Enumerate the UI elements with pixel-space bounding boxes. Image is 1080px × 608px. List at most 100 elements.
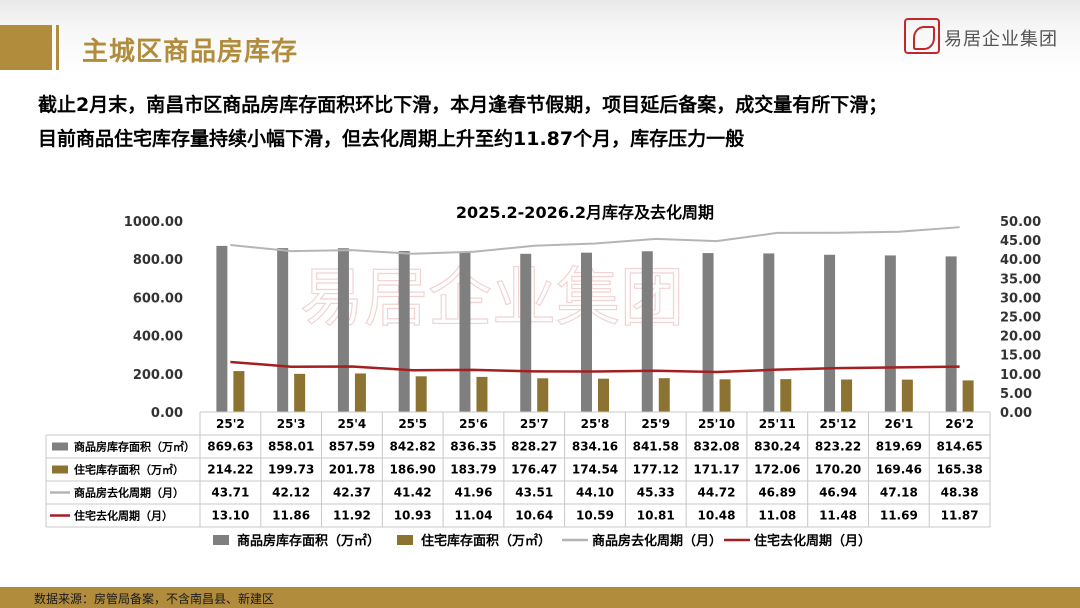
data-label: 183.79 [450, 463, 496, 477]
table-legend-key [52, 465, 68, 474]
x-tick-label: 25'2 [216, 417, 245, 431]
bar-commercial-inventory [459, 252, 471, 412]
bar-residential-inventory [415, 376, 427, 412]
y-right-tick-label: 25.00 [1000, 311, 1041, 326]
data-label: 823.22 [815, 440, 861, 454]
slide-title: 主城区商品房库存 [82, 37, 299, 67]
data-label: 10.93 [394, 509, 432, 523]
bar-residential-inventory [233, 371, 245, 412]
data-label: 836.35 [450, 440, 496, 454]
data-label: 45.33 [637, 486, 675, 500]
data-label: 11.87 [941, 509, 979, 523]
slide-description: 截止2月末，南昌市区商品房库存面积环比下滑，本月逢春节假期，项目延后备案，成交量… [38, 88, 1058, 156]
data-label: 11.86 [272, 509, 310, 523]
title-accent-line [56, 25, 59, 70]
company-logo: 易居企业集团 [904, 18, 1064, 58]
legend-key [397, 535, 413, 545]
x-tick-label: 25'3 [277, 417, 306, 431]
data-label: 869.63 [207, 440, 253, 454]
bar-residential-inventory [537, 378, 549, 412]
data-label: 201.78 [329, 463, 375, 477]
data-source-note: 数据来源：房管局备案，不含南昌县、新建区 [34, 592, 275, 606]
bar-residential-inventory [719, 379, 731, 412]
bar-commercial-inventory [702, 253, 714, 412]
data-label: 830.24 [754, 440, 800, 454]
bar-commercial-inventory [398, 251, 410, 412]
data-label: 170.20 [815, 463, 861, 477]
y-right-tick-label: 50.00 [1000, 215, 1041, 230]
bar-commercial-inventory [337, 248, 349, 412]
title-accent-bar [0, 25, 52, 70]
logo-seal-icon [904, 18, 940, 54]
data-label: 10.59 [576, 509, 614, 523]
x-tick-label: 26'2 [945, 417, 974, 431]
bar-commercial-inventory [216, 245, 228, 412]
y-right-tick-label: 15.00 [1000, 349, 1041, 364]
data-label: 214.22 [207, 463, 253, 477]
data-label: 172.06 [754, 463, 800, 477]
y-left-tick-label: 800.00 [133, 253, 183, 268]
data-label: 11.08 [758, 509, 796, 523]
bar-residential-inventory [780, 379, 792, 412]
data-label: 11.48 [819, 509, 857, 523]
description-line-2: 目前商品住宅库存量持续小幅下滑，但去化周期上升至约11.87个月，库存压力一般 [38, 128, 745, 150]
data-label: 857.59 [329, 440, 375, 454]
x-tick-label: 25'9 [641, 417, 670, 431]
data-label: 13.10 [211, 509, 249, 523]
y-left-tick-label: 600.00 [133, 291, 183, 306]
bar-commercial-inventory [520, 253, 532, 412]
data-label: 174.54 [572, 463, 618, 477]
table-series-name: 住宅库存面积（万㎡） [74, 463, 184, 477]
data-label: 10.48 [698, 509, 736, 523]
legend-label: 住宅去化周期（月） [754, 533, 871, 549]
legend-label: 住宅库存面积（万㎡） [421, 533, 551, 549]
y-left-tick-label: 0.00 [151, 406, 183, 421]
bar-residential-inventory [962, 380, 974, 412]
data-label: 814.65 [936, 440, 982, 454]
x-tick-label: 25'11 [759, 417, 796, 431]
logo-text: 易居企业集团 [944, 29, 1058, 50]
data-label: 169.46 [876, 463, 922, 477]
bar-residential-inventory [354, 373, 366, 412]
data-label: 841.58 [633, 440, 679, 454]
line-commercial-cycle [230, 226, 960, 255]
bar-residential-inventory [841, 379, 853, 412]
x-tick-label: 25'7 [520, 417, 549, 431]
x-tick-label: 25'5 [398, 417, 427, 431]
y-right-tick-label: 40.00 [1000, 253, 1041, 268]
data-label: 832.08 [693, 440, 739, 454]
bar-residential-inventory [476, 376, 488, 412]
data-label: 828.27 [511, 440, 557, 454]
y-left-tick-label: 1000.00 [124, 215, 183, 230]
legend-label: 商品房库存面积（万㎡） [237, 533, 380, 549]
data-label: 46.89 [758, 486, 796, 500]
data-label: 171.17 [693, 463, 739, 477]
data-label: 44.10 [576, 486, 614, 500]
footer-band [0, 587, 1080, 608]
data-label: 199.73 [268, 463, 314, 477]
bar-residential-inventory [294, 373, 306, 412]
data-label: 186.90 [390, 463, 436, 477]
y-right-tick-label: 20.00 [1000, 330, 1041, 345]
bar-residential-inventory [598, 378, 609, 412]
data-label: 47.18 [880, 486, 918, 500]
data-label: 11.04 [454, 509, 492, 523]
data-label: 44.72 [698, 486, 736, 500]
data-label: 834.16 [572, 440, 618, 454]
x-tick-label: 25'12 [820, 417, 857, 431]
data-label: 46.94 [819, 486, 857, 500]
y-right-tick-label: 5.00 [1000, 387, 1032, 402]
data-label: 165.38 [936, 463, 982, 477]
legend-key [213, 535, 229, 545]
bar-commercial-inventory [945, 256, 957, 412]
data-label: 10.81 [637, 509, 675, 523]
data-label: 858.01 [268, 440, 314, 454]
y-right-tick-label: 45.00 [1000, 234, 1041, 249]
data-label: 11.92 [333, 509, 371, 523]
bar-residential-inventory [901, 379, 913, 412]
data-label: 42.12 [272, 486, 310, 500]
table-legend-key [52, 442, 68, 451]
data-label: 842.82 [390, 440, 436, 454]
x-tick-label: 25'6 [459, 417, 488, 431]
